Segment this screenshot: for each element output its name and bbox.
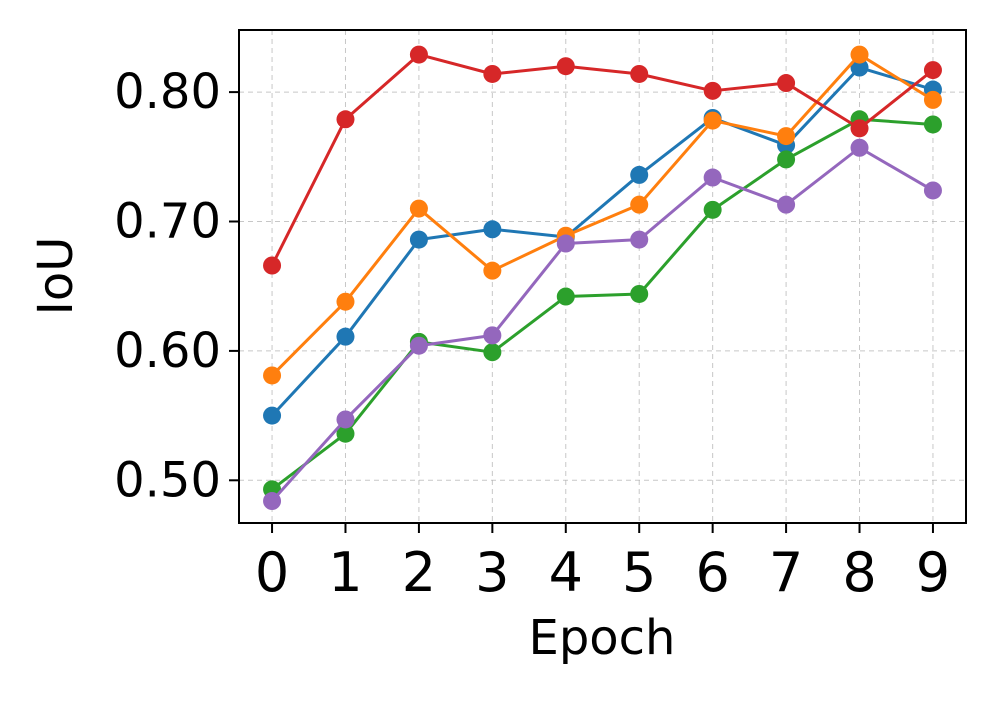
x-tick-label: 2 bbox=[402, 541, 436, 604]
series-line bbox=[271, 117, 934, 491]
series-line bbox=[270, 146, 934, 503]
x-axis-label: Epoch bbox=[529, 610, 676, 666]
data-point bbox=[923, 115, 942, 134]
data-point bbox=[409, 45, 428, 64]
data-point bbox=[850, 138, 869, 157]
y-tick-label: 0.80 bbox=[114, 64, 221, 120]
data-point bbox=[556, 234, 575, 253]
y-axis-label: IoU bbox=[28, 237, 84, 316]
data-point bbox=[263, 256, 282, 275]
series-line bbox=[270, 53, 934, 267]
data-point bbox=[777, 74, 796, 93]
data-point bbox=[777, 150, 796, 169]
data-point bbox=[630, 284, 649, 303]
data-point bbox=[263, 406, 282, 425]
data-point bbox=[483, 326, 502, 345]
series-line bbox=[270, 53, 934, 377]
x-tick-label: 6 bbox=[695, 541, 729, 604]
data-point bbox=[703, 168, 722, 187]
data-point bbox=[556, 57, 575, 76]
x-tick-label: 5 bbox=[622, 541, 656, 604]
y-axis-ticks: 0.50 0.60 0.70 0.80 bbox=[114, 64, 239, 508]
x-tick-label: 1 bbox=[328, 541, 362, 604]
data-point bbox=[777, 127, 796, 146]
data-point bbox=[630, 165, 649, 184]
data-point bbox=[703, 81, 722, 100]
y-tick-label: 0.70 bbox=[114, 194, 221, 250]
x-tick-label: 3 bbox=[475, 541, 509, 604]
data-point bbox=[409, 199, 428, 218]
series-3 bbox=[263, 45, 942, 275]
data-point bbox=[263, 366, 282, 385]
data-point bbox=[850, 45, 869, 64]
x-tick-label: 4 bbox=[549, 541, 583, 604]
data-point bbox=[703, 111, 722, 130]
data-point bbox=[483, 64, 502, 83]
data-point bbox=[409, 336, 428, 355]
data-point bbox=[630, 230, 649, 249]
x-tick-label: 9 bbox=[916, 541, 950, 604]
data-point bbox=[336, 110, 355, 129]
data-point bbox=[483, 343, 502, 362]
y-tick-label: 0.60 bbox=[114, 323, 221, 379]
data-point bbox=[630, 195, 649, 214]
data-point bbox=[336, 327, 355, 346]
data-point bbox=[263, 492, 282, 511]
data-point bbox=[409, 230, 428, 249]
x-tick-label: 7 bbox=[769, 541, 803, 604]
data-point bbox=[923, 181, 942, 200]
series-1 bbox=[263, 45, 942, 385]
y-tick-label: 0.50 bbox=[114, 452, 221, 508]
data-point bbox=[336, 292, 355, 311]
data-point bbox=[777, 195, 796, 214]
data-point bbox=[850, 119, 869, 138]
data-point bbox=[923, 90, 942, 109]
data-point bbox=[923, 61, 942, 80]
x-tick-label: 0 bbox=[255, 541, 289, 604]
data-point bbox=[483, 261, 502, 280]
data-point bbox=[556, 287, 575, 306]
data-point bbox=[483, 220, 502, 239]
plot-frame bbox=[238, 29, 967, 524]
series-4 bbox=[263, 138, 942, 511]
series-lines bbox=[263, 45, 942, 511]
data-point bbox=[630, 64, 649, 83]
x-tick-label: 8 bbox=[842, 541, 876, 604]
data-point bbox=[850, 58, 869, 77]
data-point bbox=[336, 410, 355, 429]
data-point bbox=[336, 424, 355, 443]
data-point bbox=[703, 200, 722, 219]
